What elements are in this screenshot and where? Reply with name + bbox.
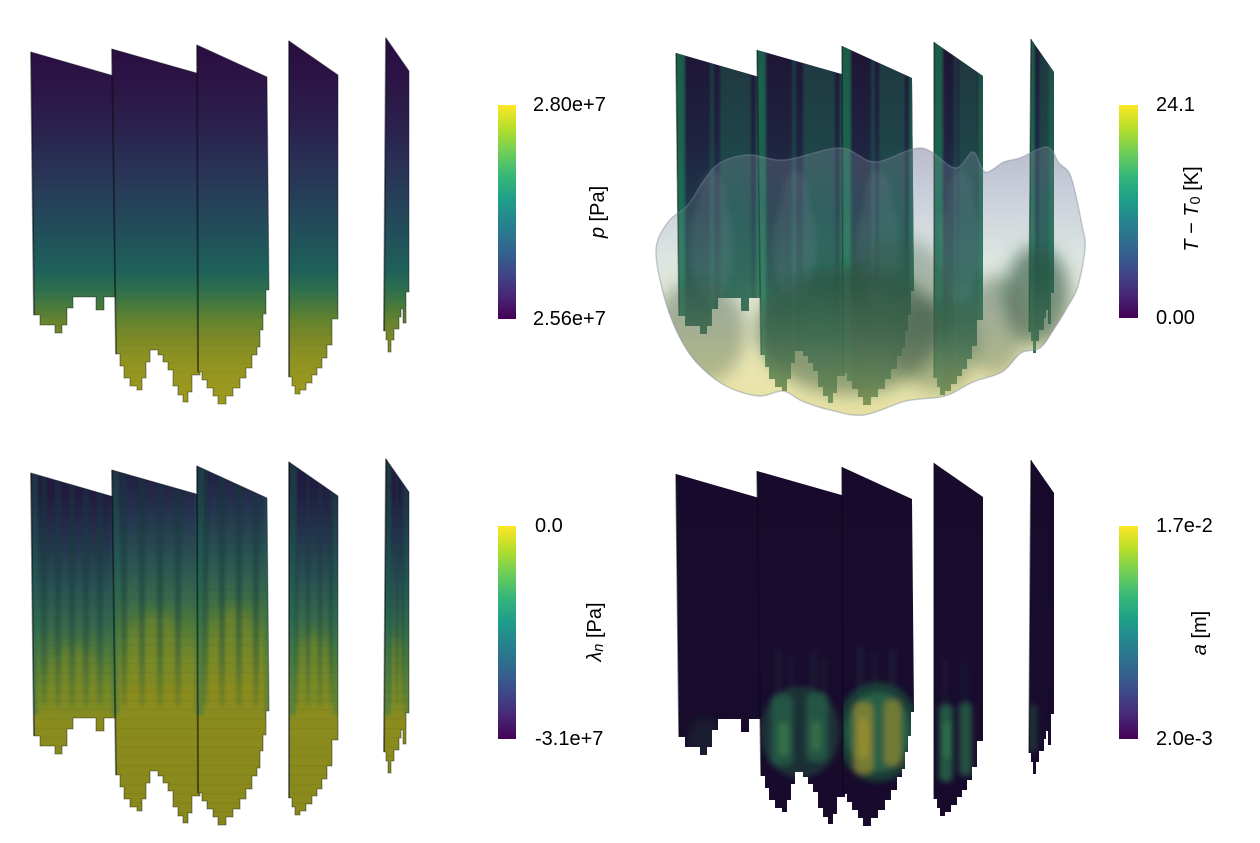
svg-text:2.0e-3: 2.0e-3 xyxy=(1156,728,1213,750)
svg-text:2.80e+7: 2.80e+7 xyxy=(533,94,606,116)
svg-text:p [Pa]: p [Pa] xyxy=(587,186,609,239)
svg-text:T − T0 [K]: T − T0 [K] xyxy=(1181,166,1204,251)
svg-text:0.0: 0.0 xyxy=(535,515,563,537)
svg-text:a [m]: a [m] xyxy=(1189,611,1211,655)
svg-text:λn [Pa]: λn [Pa] xyxy=(584,602,607,662)
svg-text:2.56e+7: 2.56e+7 xyxy=(533,308,606,330)
svg-text:0.00: 0.00 xyxy=(1156,307,1195,329)
svg-text:-3.1e+7: -3.1e+7 xyxy=(535,728,603,750)
svg-text:1.7e-2: 1.7e-2 xyxy=(1156,515,1213,537)
svg-text:24.1: 24.1 xyxy=(1156,94,1195,116)
